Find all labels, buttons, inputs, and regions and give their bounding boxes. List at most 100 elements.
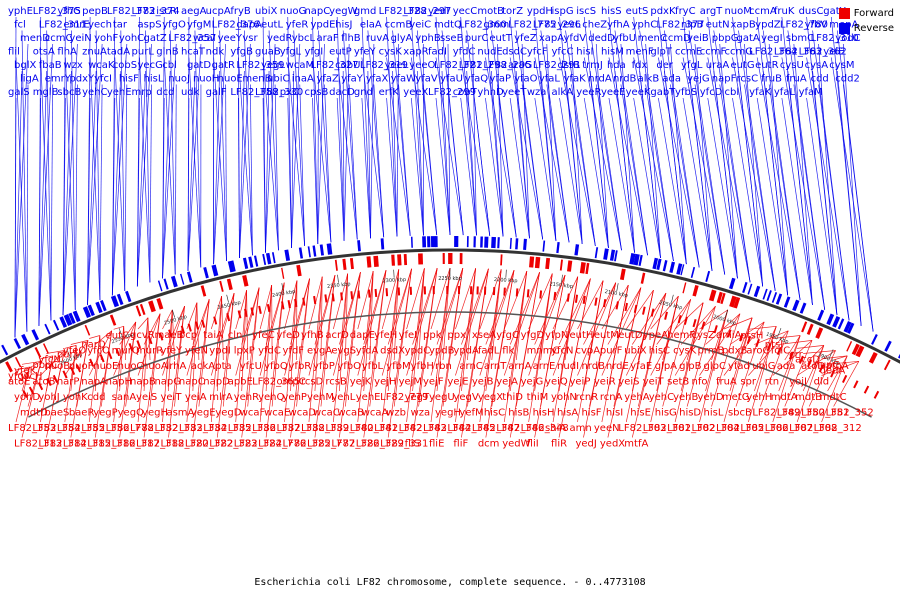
gene-label: wcaF: [240, 408, 266, 419]
gene-label-leader: [485, 97, 504, 237]
gene-label-leader: [136, 70, 146, 287]
gene-label-leader: [14, 97, 17, 338]
gene-label-leader: [186, 299, 210, 376]
reverse-gene-block: [186, 271, 193, 283]
gene-label: flk: [502, 346, 514, 357]
gene-label: LF82_308: [789, 423, 837, 434]
gene-label: yeiT: [643, 377, 665, 388]
scale-tick: [671, 294, 674, 303]
gene-label: yfcU: [240, 361, 262, 372]
reverse-gene-block: [326, 243, 333, 255]
forward-gene-mark: [746, 335, 752, 345]
gene-label-leader: [509, 97, 530, 239]
forward-gene-mark: [115, 347, 121, 357]
gene-label-leader: [682, 57, 726, 275]
gene-label: arnT: [484, 361, 507, 372]
gene-label-leader: [601, 284, 629, 330]
gene-label: LF82_322: [185, 439, 233, 450]
gene-label-leader: [559, 97, 583, 245]
forward-gene-mark: [830, 369, 836, 378]
gene-label: yhhD: [477, 87, 504, 98]
gene-label: yegD: [215, 408, 241, 419]
gene-label: yohC: [119, 33, 144, 44]
gene-label-leader: [442, 267, 451, 361]
gene-label-leader: [830, 57, 874, 332]
gene-label-leader: [729, 317, 753, 392]
scale-tick: [66, 349, 71, 357]
forward-gene-mark: [526, 289, 530, 298]
gene-label-leader: [124, 84, 128, 291]
gene-label: amn: [569, 423, 591, 434]
gene-label: emrE: [63, 20, 89, 31]
gene-label-leader: [137, 317, 149, 330]
gene-label-leader: [540, 70, 557, 241]
gene-label-leader: [290, 280, 298, 392]
gene-label-leader: [485, 270, 515, 345]
scale-tick-label: 2350 kbp: [327, 281, 351, 290]
gene-label-leader: [367, 30, 385, 238]
gene-label: LF82_338: [277, 423, 325, 434]
gene-label: vsr: [242, 33, 258, 44]
gene-label-leader: [793, 84, 826, 310]
gene-label: dusC: [799, 6, 824, 17]
gene-label-leader: [595, 84, 622, 251]
gene-label: LF82_349: [752, 408, 800, 419]
gene-label: yfaZ: [316, 74, 339, 85]
gene-label: yehD: [698, 392, 724, 403]
gene-label: yfaU: [440, 74, 463, 85]
gene-label: pdxK: [650, 6, 676, 17]
gene-label-leader: [694, 84, 726, 275]
gene-label-leader: [650, 296, 679, 423]
gene-label: yfbU: [613, 33, 636, 44]
gene-label-leader: [70, 340, 89, 345]
gene-label-leader: [601, 287, 642, 376]
gene-label: ubiX: [624, 346, 646, 357]
forward-gene-block: [366, 256, 372, 268]
reverse-gene-block: [705, 270, 711, 282]
gene-label-leader: [686, 306, 716, 407]
reverse-gene-block: [799, 302, 807, 314]
reverse-gene-block: [203, 267, 209, 279]
gene-label: yojI: [789, 377, 807, 388]
forward-gene-mark: [266, 303, 271, 313]
gene-label: LF82_355: [57, 423, 105, 434]
gene-label: yehM: [307, 392, 334, 403]
reverse-strand-gene-lines: [14, 16, 874, 338]
gene-label-leader: [339, 273, 349, 392]
gene-label: wzx: [63, 60, 82, 71]
gene-label: fdx: [632, 60, 648, 71]
gene-label-leader: [430, 267, 464, 376]
gene-label-leader: [21, 30, 28, 332]
gene-label-leader: [194, 30, 202, 268]
gene-label: ubiG: [752, 361, 775, 372]
reverse-gene-block: [87, 304, 95, 317]
forward-gene-block: [851, 343, 860, 356]
gene-label: yejH: [374, 377, 396, 388]
gene-label-leader: [238, 57, 253, 256]
gene-label: yfbL: [362, 361, 384, 372]
forward-gene-mark: [574, 294, 579, 303]
forward-gene-block: [545, 257, 551, 270]
gene-label: spr: [740, 377, 757, 388]
reverse-gene-block: [792, 299, 800, 312]
gene-label-leader: [111, 70, 122, 296]
gene-label: araF: [316, 33, 338, 44]
gene-label-leader: [772, 335, 801, 423]
gene-label-leader: [187, 97, 190, 271]
gene-label: ccmF: [700, 47, 727, 58]
forward-gene-mark: [766, 342, 772, 352]
forward-gene-block: [342, 258, 347, 271]
gene-label-leader: [534, 274, 566, 345]
gene-label: yecG: [138, 60, 163, 71]
reverse-gene-block: [125, 290, 132, 303]
gene-label: LF82_295: [483, 60, 531, 71]
gene-label: galF: [206, 87, 227, 98]
gene-label: yfaL: [774, 87, 796, 98]
gene-label: yehL: [331, 392, 355, 403]
gene-label: yodC: [835, 33, 860, 44]
strand-legend: Forward Reverse: [838, 6, 894, 36]
gene-label-leader: [94, 335, 101, 392]
forward-gene-block: [448, 253, 453, 265]
gene-label: yeiS: [618, 377, 639, 388]
gene-label: mnmC: [527, 346, 560, 357]
